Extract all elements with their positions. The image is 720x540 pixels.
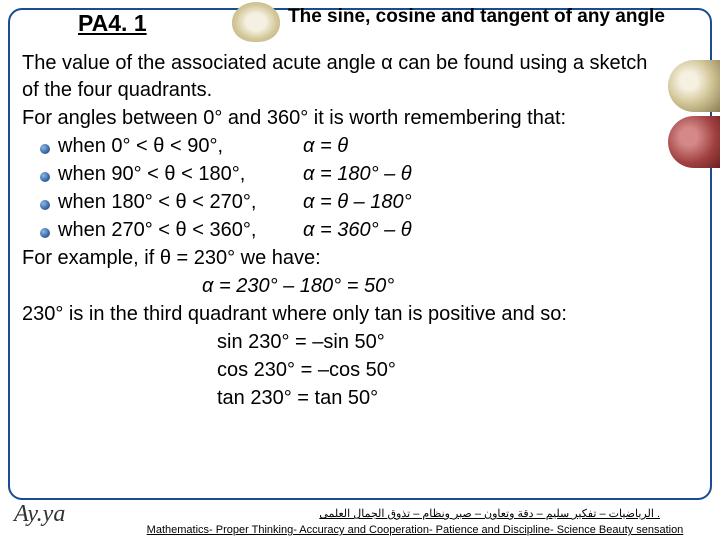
example-calc: α = 230° – 180° = 50°: [22, 273, 660, 300]
bullet-icon: [40, 200, 50, 210]
side-emblem: [668, 60, 720, 170]
rule-row: when 90° < θ < 180°, α = 180° – θ: [22, 161, 660, 188]
emblem-red-icon: [668, 116, 720, 168]
rule-formula: α = 180° – θ: [303, 161, 412, 188]
rule-formula: α = θ: [303, 133, 348, 160]
footer-english: Mathematics- Proper Thinking- Accuracy a…: [120, 524, 710, 536]
page-title: The sine, cosine and tangent of any angl…: [288, 6, 665, 28]
rule-condition: when 180° < θ < 270°,: [58, 189, 303, 216]
intro-text: The value of the associated acute angle …: [22, 50, 660, 104]
rule-formula: α = 360° – θ: [303, 217, 412, 244]
example-note: 230° is in the third quadrant where only…: [22, 301, 660, 328]
rule-row: when 0° < θ < 90°, α = θ: [22, 133, 660, 160]
rule-formula: α = θ – 180°: [303, 189, 412, 216]
rule-row: when 180° < θ < 270°, α = θ – 180°: [22, 189, 660, 216]
rule-condition: when 90° < θ < 180°,: [58, 161, 303, 188]
content-body: The value of the associated acute angle …: [22, 50, 660, 413]
rule-condition: when 0° < θ < 90°,: [58, 133, 303, 160]
result-line: sin 230° = –sin 50°: [22, 329, 660, 356]
intro-text-2: For angles between 0° and 360° it is wor…: [22, 105, 660, 132]
lesson-code: PA4. 1: [78, 10, 147, 37]
emblem-icon: [232, 2, 280, 42]
footer-arabic: . الرياضيات – تفكير سليم – دقة وتعاون – …: [319, 507, 660, 520]
emblem-gold-icon: [668, 60, 720, 112]
bullet-icon: [40, 144, 50, 154]
rule-condition: when 270° < θ < 360°,: [58, 217, 303, 244]
bullet-icon: [40, 228, 50, 238]
result-line: cos 230° = –cos 50°: [22, 357, 660, 384]
result-line: tan 230° = tan 50°: [22, 385, 660, 412]
signature: Ay.ya: [14, 501, 65, 528]
header: PA4. 1 The sine, cosine and tangent of a…: [0, 0, 720, 44]
rule-row: when 270° < θ < 360°, α = 360° – θ: [22, 217, 660, 244]
example-intro: For example, if θ = 230° we have:: [22, 245, 660, 272]
bullet-icon: [40, 172, 50, 182]
